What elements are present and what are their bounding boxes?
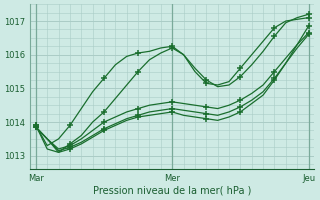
X-axis label: Pression niveau de la mer( hPa ): Pression niveau de la mer( hPa ) bbox=[93, 186, 252, 196]
